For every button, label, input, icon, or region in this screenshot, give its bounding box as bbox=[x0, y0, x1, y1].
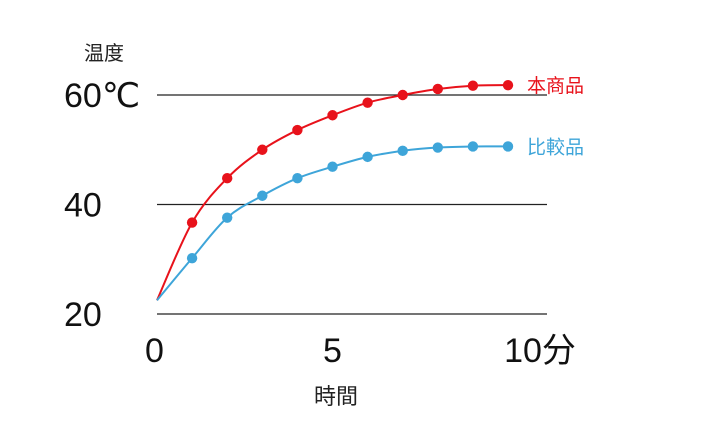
x-tick-labels: 0 5 10分 bbox=[145, 332, 576, 370]
data-point bbox=[467, 80, 479, 91]
y-tick-label: 20 bbox=[64, 296, 102, 334]
data-point bbox=[327, 110, 338, 121]
y-tick-label: 40 bbox=[64, 187, 102, 225]
x-tick-label: 0 bbox=[145, 332, 164, 370]
x-tick-label: 5 bbox=[323, 332, 342, 370]
data-point bbox=[432, 142, 443, 153]
x-tick-label: 10分 bbox=[504, 332, 576, 370]
data-point bbox=[502, 141, 514, 152]
series-2 bbox=[156, 141, 514, 301]
data-point bbox=[292, 173, 303, 184]
data-point bbox=[186, 217, 198, 228]
data-point bbox=[502, 79, 514, 91]
data-point bbox=[257, 190, 268, 201]
legend-label: 比較品 bbox=[527, 136, 584, 158]
data-point bbox=[222, 212, 233, 223]
x-axis-label: 時間 bbox=[314, 385, 358, 410]
data-point bbox=[432, 83, 443, 95]
data-point bbox=[222, 173, 233, 184]
data-point bbox=[467, 141, 479, 152]
data-point bbox=[362, 97, 373, 108]
data-point bbox=[292, 124, 303, 136]
series-lines bbox=[156, 79, 514, 301]
data-point bbox=[257, 144, 268, 155]
y-axis-label: 温度 bbox=[84, 41, 124, 65]
y-tick-labels: 60℃ 40 20 bbox=[64, 77, 140, 334]
legend-label: 本商品 bbox=[527, 75, 584, 97]
data-point bbox=[397, 89, 408, 101]
series-1 bbox=[156, 79, 514, 301]
data-point bbox=[327, 161, 338, 172]
data-point bbox=[397, 145, 408, 157]
data-point bbox=[186, 252, 198, 264]
data-point bbox=[362, 151, 373, 163]
gridlines bbox=[157, 94, 547, 315]
y-tick-label: 60℃ bbox=[64, 77, 140, 115]
